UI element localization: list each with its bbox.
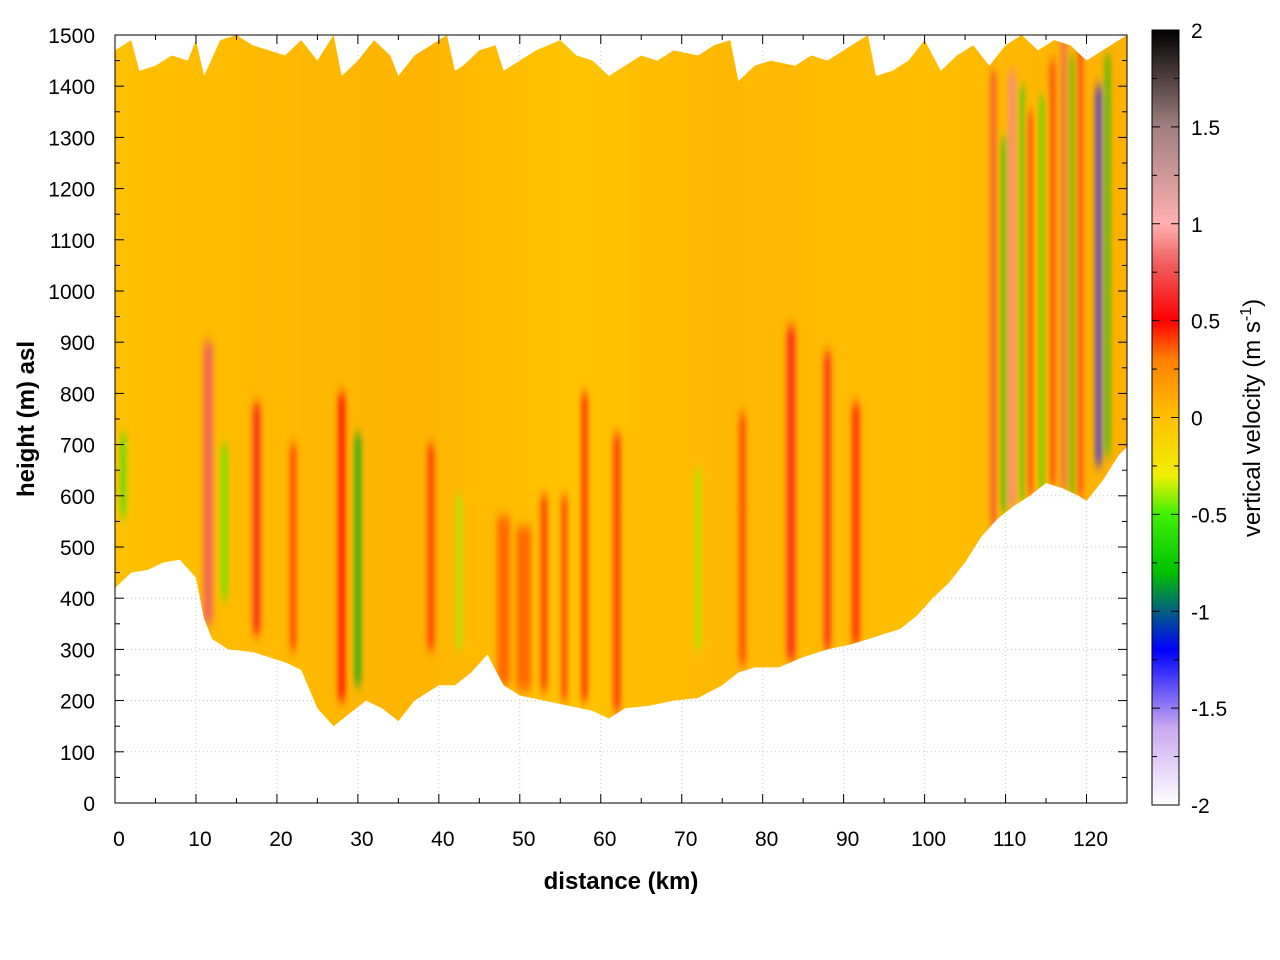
y-tick-label: 500	[60, 537, 95, 560]
y-tick-label: 100	[60, 742, 95, 765]
field-base	[115, 35, 1127, 727]
updraft-streak	[1050, 60, 1055, 486]
updraft-streak	[786, 326, 796, 660]
y-tick-label: 300	[60, 639, 95, 662]
x-tick-label: 60	[593, 828, 616, 851]
colorbar-title-sup: -1	[1238, 307, 1255, 321]
downdraft-streak	[1039, 96, 1045, 491]
colorbar-title: vertical velocity (m s-1)	[1238, 299, 1266, 537]
updraft-streak	[541, 495, 547, 691]
x-tick-label: 40	[431, 828, 454, 851]
colorbar-tick-label: -1	[1191, 601, 1210, 624]
downdraft-streak	[1069, 55, 1074, 496]
updraft-streak	[561, 495, 567, 701]
y-tick-label: 1100	[50, 230, 95, 253]
colorbar-tick-label: 2	[1191, 20, 1203, 43]
y-tick-label: 800	[60, 383, 95, 406]
updraft-streak	[852, 403, 860, 645]
updraft-streak	[990, 70, 996, 527]
updraft-streak	[582, 393, 587, 701]
y-tick-label: 1000	[48, 281, 95, 304]
updraft-streak	[614, 434, 620, 711]
colorbar-tick-label: 1.5	[1191, 117, 1220, 140]
y-tick-label: 700	[60, 435, 95, 458]
x-axis-ticks: 0 10 20 30 40 50 60 70 80 90 100 110 120	[113, 35, 1108, 851]
y-tick-label: 0	[83, 793, 95, 816]
downdraft-streak	[221, 444, 227, 599]
y-tick-label: 1400	[48, 76, 95, 99]
downdraft-streak	[1105, 55, 1110, 455]
updraft-streak	[516, 526, 532, 691]
x-tick-label: 20	[269, 828, 292, 851]
x-tick-label: 80	[755, 828, 778, 851]
updraft-streak	[740, 413, 745, 665]
downdraft-streak	[355, 434, 361, 686]
x-tick-label: 100	[911, 828, 946, 851]
downdraft-streak	[120, 434, 126, 517]
x-axis-title: distance (km)	[544, 868, 699, 895]
updraft-streak	[497, 516, 511, 686]
streaks	[120, 35, 1110, 711]
downdraft-streak	[695, 470, 701, 650]
x-tick-label: 90	[836, 828, 859, 851]
updraft-streak	[338, 393, 345, 701]
updraft-streak	[427, 444, 434, 650]
colorbar-tick-label: 0.5	[1191, 311, 1220, 334]
colorbar-tick-label: 0	[1191, 408, 1203, 431]
y-axis-ticks: 0 100 200 300 400 500 600 700 800 900 1000 1100 1200…	[48, 25, 1127, 816]
y-tick-label: 900	[60, 332, 95, 355]
x-tick-label: 120	[1073, 828, 1108, 851]
y-tick-label: 1300	[48, 127, 95, 150]
x-tick-label: 50	[512, 828, 535, 851]
updraft-streak	[1078, 45, 1083, 496]
colorbar-title-close: )	[1239, 299, 1266, 307]
updraft-streak	[203, 342, 213, 624]
x-tick-label: 10	[188, 828, 211, 851]
y-tick-label: 400	[60, 588, 95, 611]
x-tick-label: 70	[674, 828, 697, 851]
y-tick-label: 600	[60, 486, 95, 509]
updraft-streak	[253, 403, 261, 635]
plot-border	[114, 34, 1128, 804]
downdraft-streak	[1019, 86, 1024, 501]
updraft-streak	[1008, 70, 1016, 507]
x-tick-label: 30	[350, 828, 373, 851]
colorbar-tick-label: 1	[1191, 214, 1203, 237]
colorbar-tick-label: -2	[1191, 795, 1210, 818]
updraft-streak	[1027, 111, 1032, 496]
colorbar-title-main: vertical velocity (m s	[1239, 321, 1266, 537]
colorbar-ticks: 2 1.5 1 0.5 0 -0.5 -1 -1.5 -2	[1152, 20, 1227, 818]
x-tick-label: 110	[993, 828, 1026, 851]
y-axis-title: height (m) asl	[13, 341, 40, 497]
updraft-streak	[1061, 35, 1067, 491]
y-tick-label: 1200	[48, 179, 95, 202]
updraft-streak	[290, 444, 296, 650]
colorbar-tick-label: -1.5	[1191, 698, 1227, 721]
y-tick-label: 1500	[48, 25, 95, 48]
downdraft-streak	[456, 495, 462, 650]
colorbar-tick-label: -0.5	[1191, 504, 1227, 527]
velocity-field	[115, 35, 1127, 727]
x-tick-label: 0	[113, 828, 125, 851]
downdraft-streak	[1095, 86, 1102, 466]
downdraft-streak	[1001, 137, 1007, 512]
updraft-streak	[824, 352, 831, 650]
y-tick-label: 200	[60, 691, 95, 714]
